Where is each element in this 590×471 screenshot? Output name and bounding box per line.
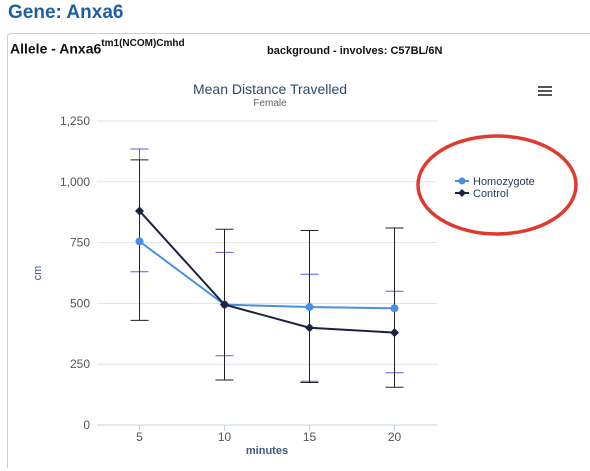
legend-marker-homozygote	[458, 177, 466, 185]
legend-marker-control	[458, 189, 466, 197]
x-tick-label: 10	[218, 430, 232, 444]
x-tick-label: 15	[303, 430, 317, 444]
series-line-homozygote	[138, 240, 395, 310]
hamburger-menu-icon[interactable]	[538, 86, 554, 98]
allele-superscript: tm1(NCOM)Cmhd	[101, 38, 185, 49]
menu-bar-2	[538, 90, 552, 92]
y-tick-label: 1,250	[60, 114, 90, 128]
data-point-homozygote	[135, 237, 144, 246]
series-line-control	[138, 210, 395, 334]
background-label: background - involves: C57BL/6N	[267, 45, 443, 57]
y-tick-label: 0	[83, 418, 90, 432]
x-tick-label: 20	[388, 430, 402, 444]
data-point-homozygote	[305, 303, 314, 312]
chart-title: Mean Distance Travelled	[193, 81, 347, 97]
x-axis-title: minutes	[246, 445, 288, 457]
data-point-homozygote	[390, 304, 399, 313]
x-tick-label: 5	[136, 430, 143, 444]
y-tick-label: 500	[70, 296, 90, 310]
chart-subtitle: Female	[253, 98, 287, 109]
gene-title: Gene: Anxa6	[8, 2, 124, 23]
allele-label: Allele - Anxa6tm1(NCOM)Cmhd	[10, 38, 185, 57]
y-tick-label: 1,000	[60, 175, 90, 189]
allele-name: Allele - Anxa6	[10, 40, 102, 57]
chart-panel	[7, 33, 590, 468]
menu-bar-1	[538, 86, 552, 88]
y-axis-title: cm	[32, 266, 44, 281]
data-point-control	[305, 323, 314, 333]
legend-label-control: Control	[473, 188, 508, 200]
legend-highlight-ring	[416, 134, 578, 236]
y-tick-label: 250	[70, 357, 90, 371]
data-point-control	[220, 300, 229, 310]
y-tick-label: 750	[70, 236, 90, 250]
menu-bar-3	[538, 94, 552, 96]
legend-label-homozygote: Homozygote	[473, 176, 535, 188]
data-point-control	[135, 206, 144, 216]
data-point-control	[390, 328, 399, 338]
